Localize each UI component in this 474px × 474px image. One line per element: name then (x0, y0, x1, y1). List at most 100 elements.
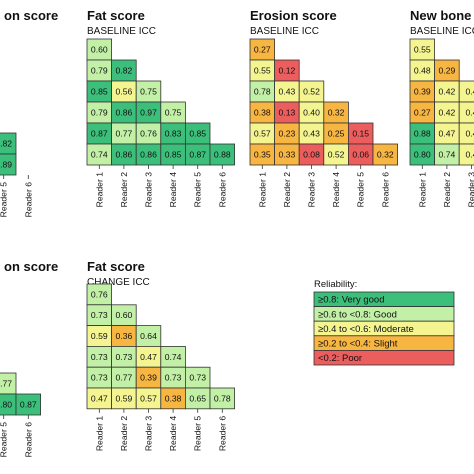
x-tick-label: Reader 4 (168, 416, 178, 452)
x-tick-label: Reader 3 (467, 172, 474, 208)
cell-value: 0.77 (116, 129, 133, 139)
cell-value: 0.73 (116, 352, 133, 362)
x-tick-label: Reader 2 (119, 172, 129, 208)
cell-value: 0.32 (328, 108, 345, 118)
legend-title: Reliability: (314, 279, 357, 290)
panel-subtitle: BASELINE ICC (410, 26, 474, 37)
cell-value: 0.38 (254, 108, 271, 118)
x-tick-label: Reader 6 (217, 416, 227, 452)
cell-value: 0.57 (254, 129, 271, 139)
cell-value: 0.79 (91, 66, 108, 76)
cell-value: 0.86 (116, 150, 133, 160)
panel-subtitle: BASELINE ICC (87, 26, 156, 37)
cell-value: 0.12 (279, 66, 296, 76)
panel-title: on score (4, 259, 58, 274)
cell-value: 0.79 (91, 108, 108, 118)
cell-value: 0.4 (466, 87, 474, 97)
cell-value: 0.43 (279, 87, 296, 97)
panel-new-bone-baseline: New bone BASELINE ICC 0.55 0.48 0.29 0.39 0.… (409, 8, 474, 208)
x-tick-label: Reader 6 (217, 172, 227, 208)
panel-title: Fat score (87, 259, 145, 274)
cell-value: 0.89 (0, 160, 12, 170)
cell-value: 0.86 (140, 150, 157, 160)
cell-value: 0.87 (91, 129, 108, 139)
cell-value: 0.25 (328, 129, 345, 139)
cell-value: 0.74 (165, 352, 182, 362)
cell-value: 0.42 (439, 87, 456, 97)
cell-value: 0.75 (140, 87, 157, 97)
cell-value: 0.77 (0, 379, 12, 389)
cell-value: 0.15 (352, 129, 369, 139)
x-tick-label: Reader 2 (119, 416, 129, 452)
x-tick-label: Reader 2 (442, 172, 452, 208)
cell-value: 0.40 (303, 108, 320, 118)
cell-value: 0.52 (328, 150, 345, 160)
legend-swatch (313, 349, 455, 366)
legend-label: ≥0.6 to <0.8: Good (318, 309, 397, 320)
x-tick-label: Reader 1 (94, 416, 104, 452)
panel-subtitle: BASELINE ICC (250, 26, 319, 37)
cell-value: 0.80 (0, 400, 12, 410)
cell-value: 0.36 (116, 331, 133, 341)
cell-value: 0.23 (279, 129, 296, 139)
panel-fat-baseline: Fat score BASELINE ICC 0.60 0.79 0.82 0.85 0… (86, 8, 236, 208)
x-tick-label: Reader 1 (94, 172, 104, 208)
cell-value: 0.73 (165, 373, 182, 383)
cell-value: 0.32 (377, 150, 394, 160)
panel-erosion-baseline: Erosion score BASELINE ICC 0.27 0.55 0.12 0… (249, 8, 399, 208)
cell-value: 0.33 (279, 150, 296, 160)
cell-value: 0.47 (439, 129, 456, 139)
cell-value: 0.13 (279, 108, 296, 118)
cell-value: 0.59 (116, 393, 133, 403)
cell-value: 0.06 (352, 150, 369, 160)
cell-value: 0.87 (189, 150, 206, 160)
cell-value: 0.35 (254, 150, 271, 160)
cell-value: 0.08 (303, 150, 320, 160)
cell-value: 0.59 (91, 331, 108, 341)
cell-value: 0.27 (254, 45, 271, 55)
legend-label: ≥0.8: Very good (318, 295, 384, 306)
cell-value: 0.78 (254, 87, 271, 97)
panel-fat-change: Fat score CHANGE ICC 0.76 0.73 0.60 0.59 0.3… (86, 259, 236, 452)
reliability-legend: Reliability: ≥0.8: Very good ≥0.6 to <0.8… (313, 279, 455, 366)
cell-value: 0.82 (116, 66, 133, 76)
x-tick-label: Reader 3 (144, 416, 154, 452)
cell-value: 0.60 (116, 310, 133, 320)
cell-value: 0.73 (91, 310, 108, 320)
x-tick-label: Reader 3 (307, 172, 317, 208)
cell-value: 0.4 (466, 150, 474, 160)
cell-value: 0.80 (414, 150, 431, 160)
cell-value: 0.73 (189, 373, 206, 383)
cell-value: 0.38 (165, 393, 182, 403)
cell-value: 0.43 (303, 129, 320, 139)
cell-value: 0.4 (466, 108, 474, 118)
x-tick-label: Reader 5 (356, 172, 366, 208)
cell-value: 0.82 (0, 139, 12, 149)
cell-value: 0.75 (165, 108, 182, 118)
x-tick-label: Reader 5 (0, 422, 9, 458)
x-tick-label: Reader 5 (193, 172, 203, 208)
cell-value: 0.88 (414, 129, 431, 139)
x-tick-label: Reader 4 (168, 172, 178, 208)
cell-value: 0.47 (140, 352, 157, 362)
cell-value: 0.73 (91, 352, 108, 362)
cell-value: 0.77 (116, 373, 133, 383)
cell-value: 0.87 (20, 400, 37, 410)
cell-value: 0.74 (439, 150, 456, 160)
panel-title: New bone (410, 8, 471, 23)
cell-value: 0.60 (91, 45, 108, 55)
panel-subtitle: CHANGE ICC (87, 277, 150, 288)
legend-label: <0.2: Poor (318, 353, 362, 364)
cell-value: 0.42 (439, 108, 456, 118)
cell-value: 0.88 (214, 150, 231, 160)
cell-value: 0.4 (466, 129, 474, 139)
x-tick-label: Reader 3 (144, 172, 154, 208)
cell-value: 0.65 (189, 393, 206, 403)
cell-value: 0.57 (140, 393, 157, 403)
cell-value: 0.56 (116, 87, 133, 97)
cell-value: 0.55 (254, 66, 271, 76)
x-tick-label: Reader 5 (193, 416, 203, 452)
panel-title: on score (4, 8, 58, 23)
cell-value: 0.83 (165, 129, 182, 139)
